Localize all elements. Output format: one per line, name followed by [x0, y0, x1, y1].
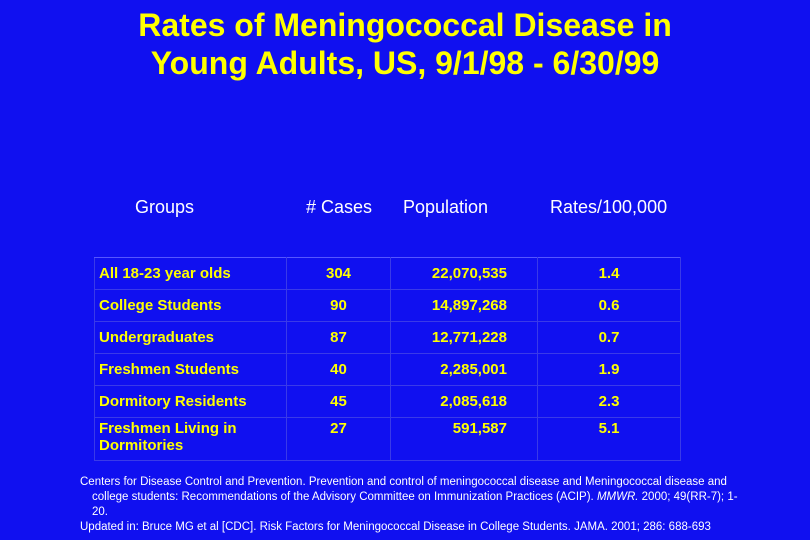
- citation-line: 20.: [92, 506, 108, 518]
- cell-group: Freshmen Living in Dormitories: [94, 417, 287, 461]
- cell-population: 22,070,535: [390, 257, 538, 290]
- citation-line: Updated in: Bruce MG et al [CDC]. Risk F…: [80, 521, 711, 533]
- cell-population: 2,285,001: [390, 353, 538, 386]
- citation-journal: MMWR.: [596, 491, 639, 503]
- citation: Centers for Disease Control and Preventi…: [80, 475, 770, 535]
- cell-group: All 18-23 year olds: [94, 257, 287, 290]
- column-headers: Groups # Cases Population Rates/100,000: [0, 197, 810, 221]
- cell-cases: 90: [286, 289, 391, 322]
- cell-rate: 5.1: [537, 417, 681, 461]
- cell-group: Freshmen Students: [94, 353, 287, 386]
- cell-group: College Students: [94, 289, 287, 322]
- cell-rate: 0.7: [537, 321, 681, 354]
- cell-population: 2,085,618: [390, 385, 538, 418]
- table-row: Dormitory Residents 45 2,085,618 2.3: [94, 385, 681, 418]
- cell-population: 591,587: [390, 417, 538, 461]
- citation-line: Centers for Disease Control and Preventi…: [80, 476, 727, 488]
- slide-title-line1: Rates of Meningococcal Disease in: [138, 7, 672, 43]
- header-rates: Rates/100,000: [550, 197, 668, 217]
- cell-cases: 45: [286, 385, 391, 418]
- table-row: Freshmen Living in Dormitories 27 591,58…: [94, 417, 681, 461]
- cell-population: 12,771,228: [390, 321, 538, 354]
- cell-cases: 87: [286, 321, 391, 354]
- cell-rate: 0.6: [537, 289, 681, 322]
- cell-cases: 27: [286, 417, 391, 461]
- cell-group: Undergraduates: [94, 321, 287, 354]
- cell-rate: 1.4: [537, 257, 681, 290]
- citation-line: college students: Recommendations of the…: [80, 490, 770, 505]
- table-row: Undergraduates 87 12,771,228 0.7: [94, 321, 681, 354]
- citation-text: 2000; 49(RR-7); 1-: [638, 491, 738, 503]
- header-groups: Groups: [135, 197, 195, 217]
- cell-rate: 1.9: [537, 353, 681, 386]
- table-row: All 18-23 year olds 304 22,070,535 1.4: [94, 257, 681, 290]
- rates-table: All 18-23 year olds 304 22,070,535 1.4 C…: [94, 257, 681, 461]
- slide-title-line2: Young Adults, US, 9/1/98 - 6/30/99: [150, 45, 660, 81]
- cell-cases: 304: [286, 257, 391, 290]
- citation-text: college students: Recommendations of the…: [92, 491, 597, 503]
- cell-group: Dormitory Residents: [94, 385, 287, 418]
- slide-title: Rates of Meningococcal Disease in Young …: [0, 6, 810, 82]
- table-row: Freshmen Students 40 2,285,001 1.9: [94, 353, 681, 386]
- cell-rate: 2.3: [537, 385, 681, 418]
- table-row: College Students 90 14,897,268 0.6: [94, 289, 681, 322]
- header-cases: # Cases: [306, 197, 373, 217]
- cell-population: 14,897,268: [390, 289, 538, 322]
- header-population: Population: [403, 197, 489, 217]
- cell-cases: 40: [286, 353, 391, 386]
